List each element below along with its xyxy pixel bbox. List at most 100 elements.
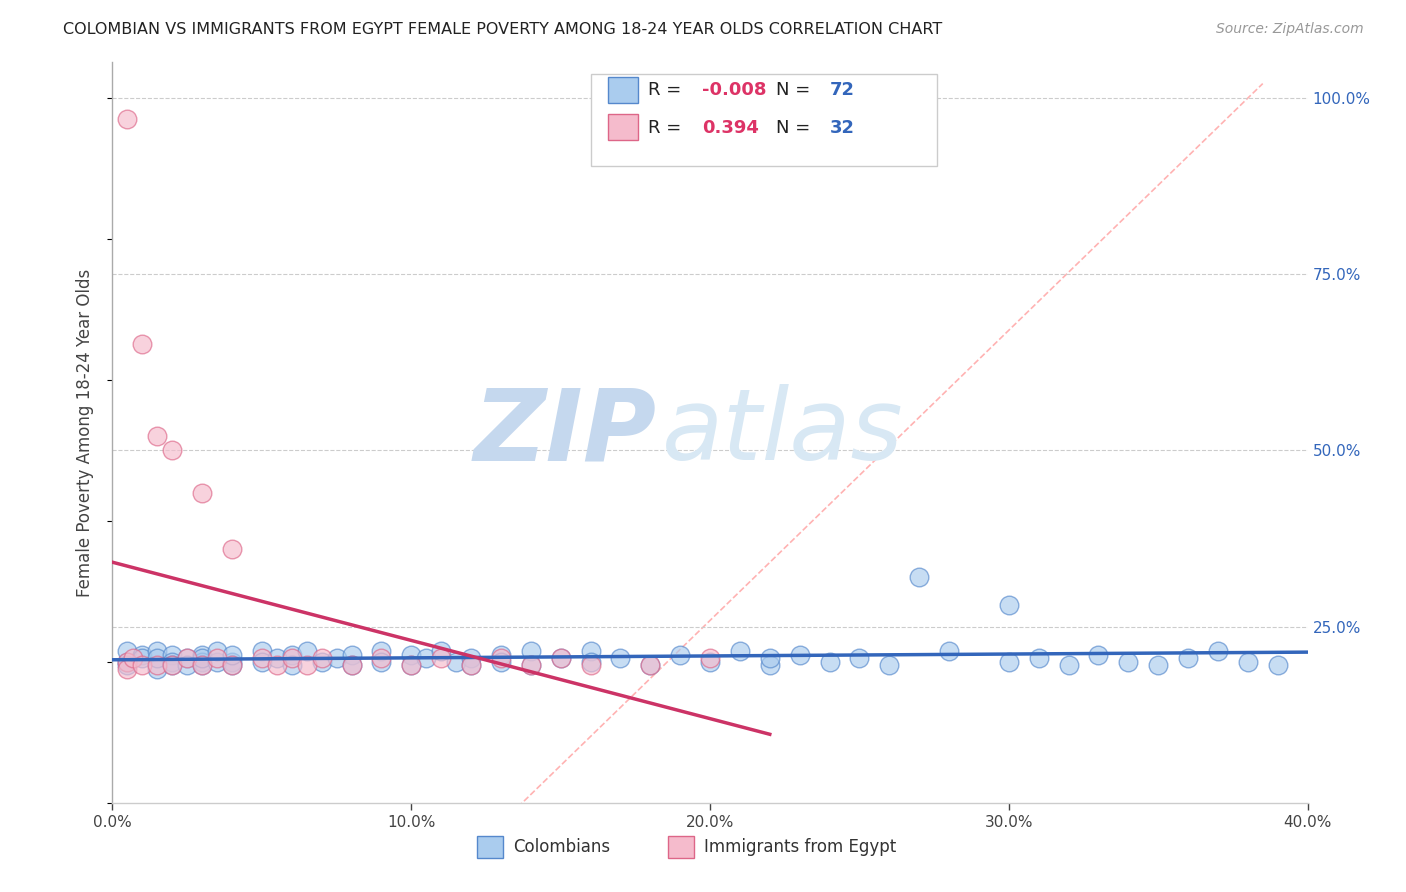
Point: [818, 655, 841, 669]
Point: [162, 658, 183, 673]
Point: [370, 644, 392, 658]
Point: [370, 655, 392, 669]
Text: atlas: atlas: [662, 384, 904, 481]
Point: [221, 655, 243, 669]
Point: [191, 651, 214, 665]
Text: Colombians: Colombians: [513, 838, 610, 856]
Point: [699, 651, 721, 665]
Point: [250, 655, 273, 669]
Point: [401, 658, 423, 673]
Point: [281, 651, 304, 665]
Point: [162, 648, 183, 662]
Point: [1147, 658, 1170, 673]
FancyBboxPatch shape: [609, 114, 638, 140]
FancyBboxPatch shape: [668, 836, 695, 858]
Point: [579, 655, 602, 669]
Point: [550, 651, 572, 665]
Point: [340, 658, 363, 673]
Y-axis label: Female Poverty Among 18-24 Year Olds: Female Poverty Among 18-24 Year Olds: [76, 268, 94, 597]
Point: [146, 658, 169, 673]
Point: [520, 658, 543, 673]
FancyBboxPatch shape: [609, 78, 638, 103]
Text: N =: N =: [776, 81, 810, 99]
Point: [340, 658, 363, 673]
Point: [489, 655, 512, 669]
Point: [699, 655, 721, 669]
Point: [117, 662, 139, 676]
Point: [669, 648, 692, 662]
Point: [117, 112, 139, 126]
Point: [1028, 651, 1050, 665]
Text: R =: R =: [648, 119, 681, 136]
Text: ZIP: ZIP: [474, 384, 657, 481]
Point: [191, 658, 214, 673]
Point: [848, 651, 870, 665]
Text: COLOMBIAN VS IMMIGRANTS FROM EGYPT FEMALE POVERTY AMONG 18-24 YEAR OLDS CORRELAT: COLOMBIAN VS IMMIGRANTS FROM EGYPT FEMAL…: [63, 22, 942, 37]
Point: [205, 651, 228, 665]
Point: [191, 648, 214, 662]
Point: [191, 655, 214, 669]
Point: [579, 644, 602, 658]
Point: [311, 655, 333, 669]
Point: [146, 651, 169, 665]
Point: [579, 658, 602, 673]
Point: [146, 662, 169, 676]
Point: [728, 644, 751, 658]
Point: [1267, 658, 1289, 673]
Point: [162, 658, 183, 673]
Point: [879, 658, 901, 673]
Point: [1237, 655, 1260, 669]
Point: [281, 658, 304, 673]
Point: [281, 648, 304, 662]
Point: [401, 648, 423, 662]
Point: [176, 658, 198, 673]
Point: [340, 648, 363, 662]
Point: [370, 651, 392, 665]
Point: [131, 648, 153, 662]
Point: [460, 651, 482, 665]
Point: [146, 644, 169, 658]
Point: [221, 541, 243, 556]
Text: R =: R =: [648, 81, 681, 99]
Point: [205, 644, 228, 658]
Point: [520, 644, 543, 658]
Point: [1206, 644, 1229, 658]
Point: [117, 655, 139, 669]
Point: [162, 655, 183, 669]
Text: Source: ZipAtlas.com: Source: ZipAtlas.com: [1216, 22, 1364, 37]
Point: [325, 651, 347, 665]
Point: [221, 658, 243, 673]
Point: [759, 651, 782, 665]
Point: [759, 658, 782, 673]
Point: [266, 658, 288, 673]
Point: [117, 658, 139, 673]
Point: [191, 485, 214, 500]
Point: [146, 429, 169, 443]
Point: [131, 337, 153, 351]
Point: [266, 651, 288, 665]
Point: [1057, 658, 1080, 673]
Point: [430, 651, 453, 665]
FancyBboxPatch shape: [591, 73, 938, 166]
Point: [489, 648, 512, 662]
Point: [250, 644, 273, 658]
Text: 0.394: 0.394: [702, 119, 759, 136]
Point: [460, 658, 482, 673]
Point: [176, 651, 198, 665]
Point: [1087, 648, 1109, 662]
Point: [250, 651, 273, 665]
Point: [938, 644, 960, 658]
Point: [221, 648, 243, 662]
Point: [415, 651, 437, 665]
Point: [131, 658, 153, 673]
Point: [205, 655, 228, 669]
Point: [520, 658, 543, 673]
Point: [444, 655, 467, 669]
Point: [550, 651, 572, 665]
Text: Immigrants from Egypt: Immigrants from Egypt: [704, 838, 896, 856]
Text: -0.008: -0.008: [702, 81, 766, 99]
FancyBboxPatch shape: [477, 836, 503, 858]
Point: [430, 644, 453, 658]
Point: [640, 658, 662, 673]
Point: [908, 570, 931, 584]
